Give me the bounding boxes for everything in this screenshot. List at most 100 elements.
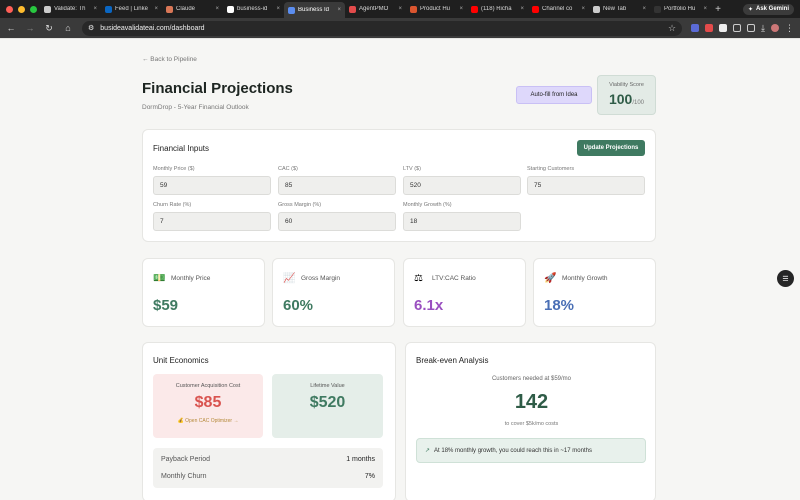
reload-icon[interactable]: ↻ bbox=[45, 22, 53, 33]
tab-title: Feed | Linke bbox=[115, 6, 148, 12]
page-subtitle: DormDrop - 5-Year Financial Outlook bbox=[142, 104, 249, 111]
browser-tab[interactable]: Portfolio Hu × bbox=[650, 2, 711, 16]
financial-inputs-card: Financial Inputs Update Projections Mont… bbox=[142, 129, 656, 242]
ltv-box: Lifetime Value $520 bbox=[272, 374, 383, 438]
churn-label: Monthly Churn bbox=[161, 473, 207, 480]
tab-close-icon[interactable]: × bbox=[154, 6, 158, 12]
browser-tab[interactable]: Business Id × bbox=[284, 2, 345, 18]
ltv-input[interactable]: 520 bbox=[403, 176, 521, 195]
viability-score-card: Viability Score 100/100 bbox=[597, 75, 656, 115]
address-bar[interactable]: ⚙ busideavalidateai.com/dashboard ☆ bbox=[82, 20, 683, 36]
extension-icon[interactable] bbox=[691, 24, 700, 32]
site-info-icon[interactable]: ⚙ bbox=[88, 25, 95, 32]
tab-close-icon[interactable]: × bbox=[215, 6, 219, 12]
unit-economics-title: Unit Economics bbox=[153, 356, 209, 365]
tab-close-icon[interactable]: × bbox=[642, 6, 646, 12]
browser-tab[interactable]: Product Hu × bbox=[406, 2, 467, 16]
tab-bar: Validate: Th × Feed | Linke × Claude × busines… bbox=[0, 0, 800, 18]
minimize-window-button[interactable] bbox=[18, 5, 25, 13]
churn-rate-input[interactable]: 7 bbox=[153, 212, 271, 231]
extensions-area: ⤓ ⋮ bbox=[691, 23, 794, 34]
tab-favicon-icon bbox=[532, 5, 539, 13]
gross-margin-input[interactable]: 60 bbox=[278, 212, 396, 231]
monthly-growth-label: Monthly Growth (%) bbox=[403, 202, 452, 208]
viability-label: Viability Score bbox=[609, 82, 644, 88]
autofill-button[interactable]: Auto-fill from Idea bbox=[516, 86, 592, 104]
bookmark-star-icon[interactable]: ☆ bbox=[667, 22, 677, 33]
tab-title: Business Id bbox=[298, 7, 330, 13]
scale-icon: ⚖ bbox=[414, 273, 423, 284]
cac-input[interactable]: 85 bbox=[278, 176, 396, 195]
tab-favicon-icon bbox=[166, 5, 173, 13]
tab-strip: Validate: Th × Feed | Linke × Claude × busines… bbox=[40, 0, 711, 18]
customers-needed-label: Customers needed at $59/mo bbox=[491, 376, 572, 382]
tab-close-icon[interactable]: × bbox=[459, 6, 463, 12]
metric-label: Monthly Growth bbox=[562, 275, 608, 282]
tab-title: Claude bbox=[176, 6, 196, 12]
tab-close-icon[interactable]: × bbox=[276, 6, 280, 12]
address-toolbar: ← → ↻ ⌂ ⚙ busideavalidateai.com/dashboar… bbox=[0, 18, 800, 38]
chat-widget-button[interactable]: ☰ bbox=[777, 270, 794, 287]
tab-title: Channel co bbox=[542, 6, 573, 12]
browser-tab[interactable]: AgentPMO × bbox=[345, 2, 406, 16]
menu-icon[interactable]: ⋮ bbox=[785, 22, 794, 33]
close-window-button[interactable] bbox=[6, 5, 13, 13]
tab-title: Validate: Th bbox=[54, 6, 86, 12]
payback-value: 1 months bbox=[346, 456, 375, 463]
tab-close-icon[interactable]: × bbox=[337, 7, 341, 13]
forward-icon[interactable]: → bbox=[25, 23, 35, 33]
unit-stats: Payback Period 1 months Monthly Churn 7% bbox=[153, 448, 383, 488]
tab-close-icon[interactable]: × bbox=[581, 6, 585, 12]
maximize-window-button[interactable] bbox=[30, 5, 37, 13]
browser-tab[interactable]: Claude × bbox=[162, 2, 223, 16]
browser-tab[interactable]: Validate: Th × bbox=[40, 2, 101, 16]
browser-tab[interactable]: New Tab × bbox=[589, 2, 650, 16]
tab-favicon-icon bbox=[471, 5, 478, 13]
sidebar-icon[interactable] bbox=[747, 24, 756, 32]
cac-optimizer-link[interactable]: 💰 Open CAC Optimizer → bbox=[177, 418, 239, 424]
cac-label: CAC ($) bbox=[278, 166, 298, 172]
browser-tab[interactable]: business-id × bbox=[223, 2, 284, 16]
payback-row: Payback Period 1 months bbox=[161, 456, 375, 463]
back-to-pipeline-link[interactable]: ← Back to Pipeline bbox=[142, 56, 197, 63]
browser-tab[interactable]: Channel co × bbox=[528, 2, 589, 16]
growth-note-text: At 18% monthly growth, you could reach t… bbox=[434, 447, 592, 454]
break-even-card: Break-even Analysis Customers needed at … bbox=[405, 342, 656, 500]
cac-box: Customer Acquisition Cost $85 💰 Open CAC… bbox=[153, 374, 263, 438]
update-projections-button[interactable]: Update Projections bbox=[577, 140, 645, 156]
tab-close-icon[interactable]: × bbox=[398, 6, 402, 12]
browser-tab[interactable]: (118) Richa × bbox=[467, 2, 528, 16]
tab-close-icon[interactable]: × bbox=[93, 6, 97, 12]
new-tab-button[interactable]: + bbox=[715, 3, 721, 15]
churn-row: Monthly Churn 7% bbox=[161, 473, 375, 480]
viability-score: 100 bbox=[608, 91, 633, 107]
tab-favicon-icon bbox=[593, 5, 600, 13]
extension-icon[interactable] bbox=[719, 24, 728, 32]
ltv-label: Lifetime Value bbox=[310, 383, 345, 389]
puzzle-icon[interactable] bbox=[733, 24, 742, 32]
tab-close-icon[interactable]: × bbox=[520, 6, 524, 12]
tab-favicon-icon bbox=[227, 5, 234, 13]
tab-favicon-icon bbox=[288, 6, 295, 14]
chart-icon: 📈 bbox=[283, 273, 296, 284]
browser-tab[interactable]: Feed | Linke × bbox=[101, 2, 162, 16]
download-icon[interactable]: ⤓ bbox=[761, 22, 765, 33]
profile-avatar[interactable] bbox=[771, 24, 779, 32]
metric-value: 18% bbox=[544, 297, 575, 314]
gross-margin-label: Gross Margin (%) bbox=[278, 202, 322, 208]
growth-arrow-icon: ↗ bbox=[425, 448, 431, 454]
cac-label: Customer Acquisition Cost bbox=[175, 383, 241, 389]
extension-icon[interactable] bbox=[705, 24, 714, 32]
back-icon[interactable]: ← bbox=[6, 23, 16, 33]
tab-favicon-icon bbox=[654, 5, 661, 13]
url-text: busideavalidateai.com/dashboard bbox=[100, 24, 205, 32]
metric-label: Monthly Price bbox=[171, 275, 211, 282]
home-icon[interactable]: ⌂ bbox=[65, 23, 71, 33]
monthly-growth-input[interactable]: 18 bbox=[403, 212, 521, 231]
ask-gemini-label: Ask Gemini bbox=[755, 6, 789, 12]
ask-gemini-button[interactable]: ✦ Ask Gemini bbox=[742, 3, 794, 15]
monthly-price-input[interactable]: 59 bbox=[153, 176, 271, 195]
gemini-icon: ✦ bbox=[747, 6, 753, 13]
tab-close-icon[interactable]: × bbox=[703, 6, 707, 12]
starting-customers-input[interactable]: 75 bbox=[527, 176, 645, 195]
